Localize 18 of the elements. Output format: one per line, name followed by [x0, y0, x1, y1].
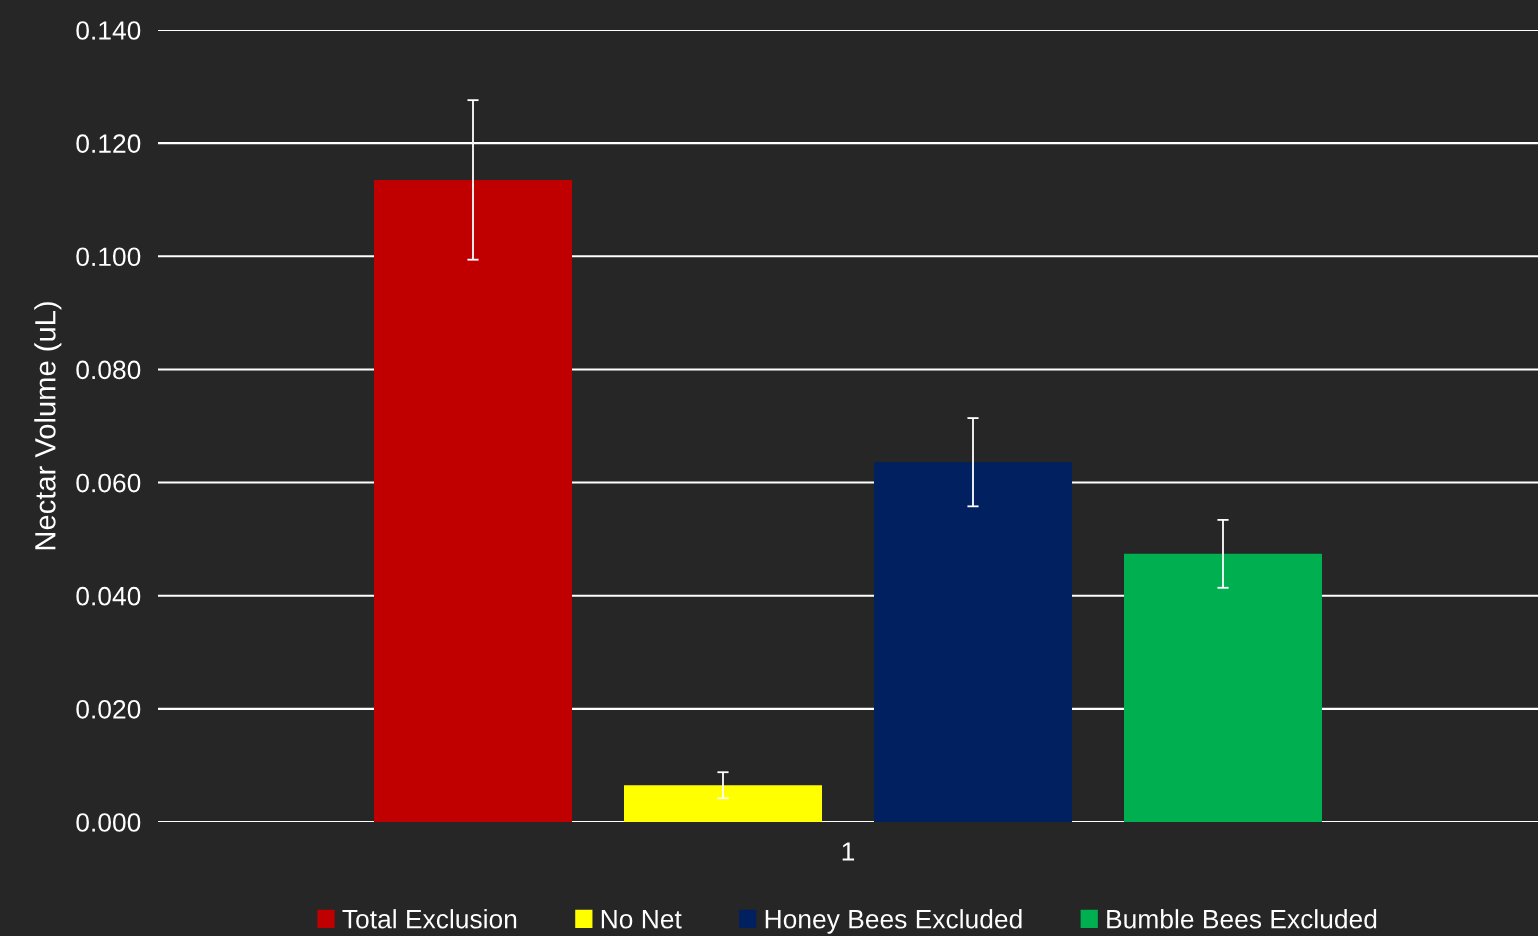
y-tick-label: 0.100	[76, 247, 141, 267]
y-axis-title: Nectar Volume (uL)	[34, 302, 62, 550]
legend-label: No Net	[601, 910, 682, 929]
x-tick-label: 1	[842, 842, 855, 861]
legend-label: Honey Bees Excluded	[765, 909, 1022, 934]
bar	[624, 785, 822, 822]
y-tick-label: 0.080	[76, 360, 141, 380]
y-tick-label: 0.000	[76, 813, 141, 832]
y-tick-label: 0.040	[76, 586, 141, 606]
bar	[374, 179, 572, 822]
bar	[1124, 553, 1322, 822]
y-tick-label: 0.140	[76, 21, 141, 40]
y-tick-label: 0.020	[76, 699, 141, 719]
y-tick-label: 0.060	[76, 473, 141, 493]
legend-label: Bumble Bees Excluded	[1107, 909, 1377, 929]
bar	[874, 462, 1072, 822]
y-tick-label: 0.120	[76, 134, 141, 153]
legend-label: Total Exclusion	[342, 909, 517, 929]
